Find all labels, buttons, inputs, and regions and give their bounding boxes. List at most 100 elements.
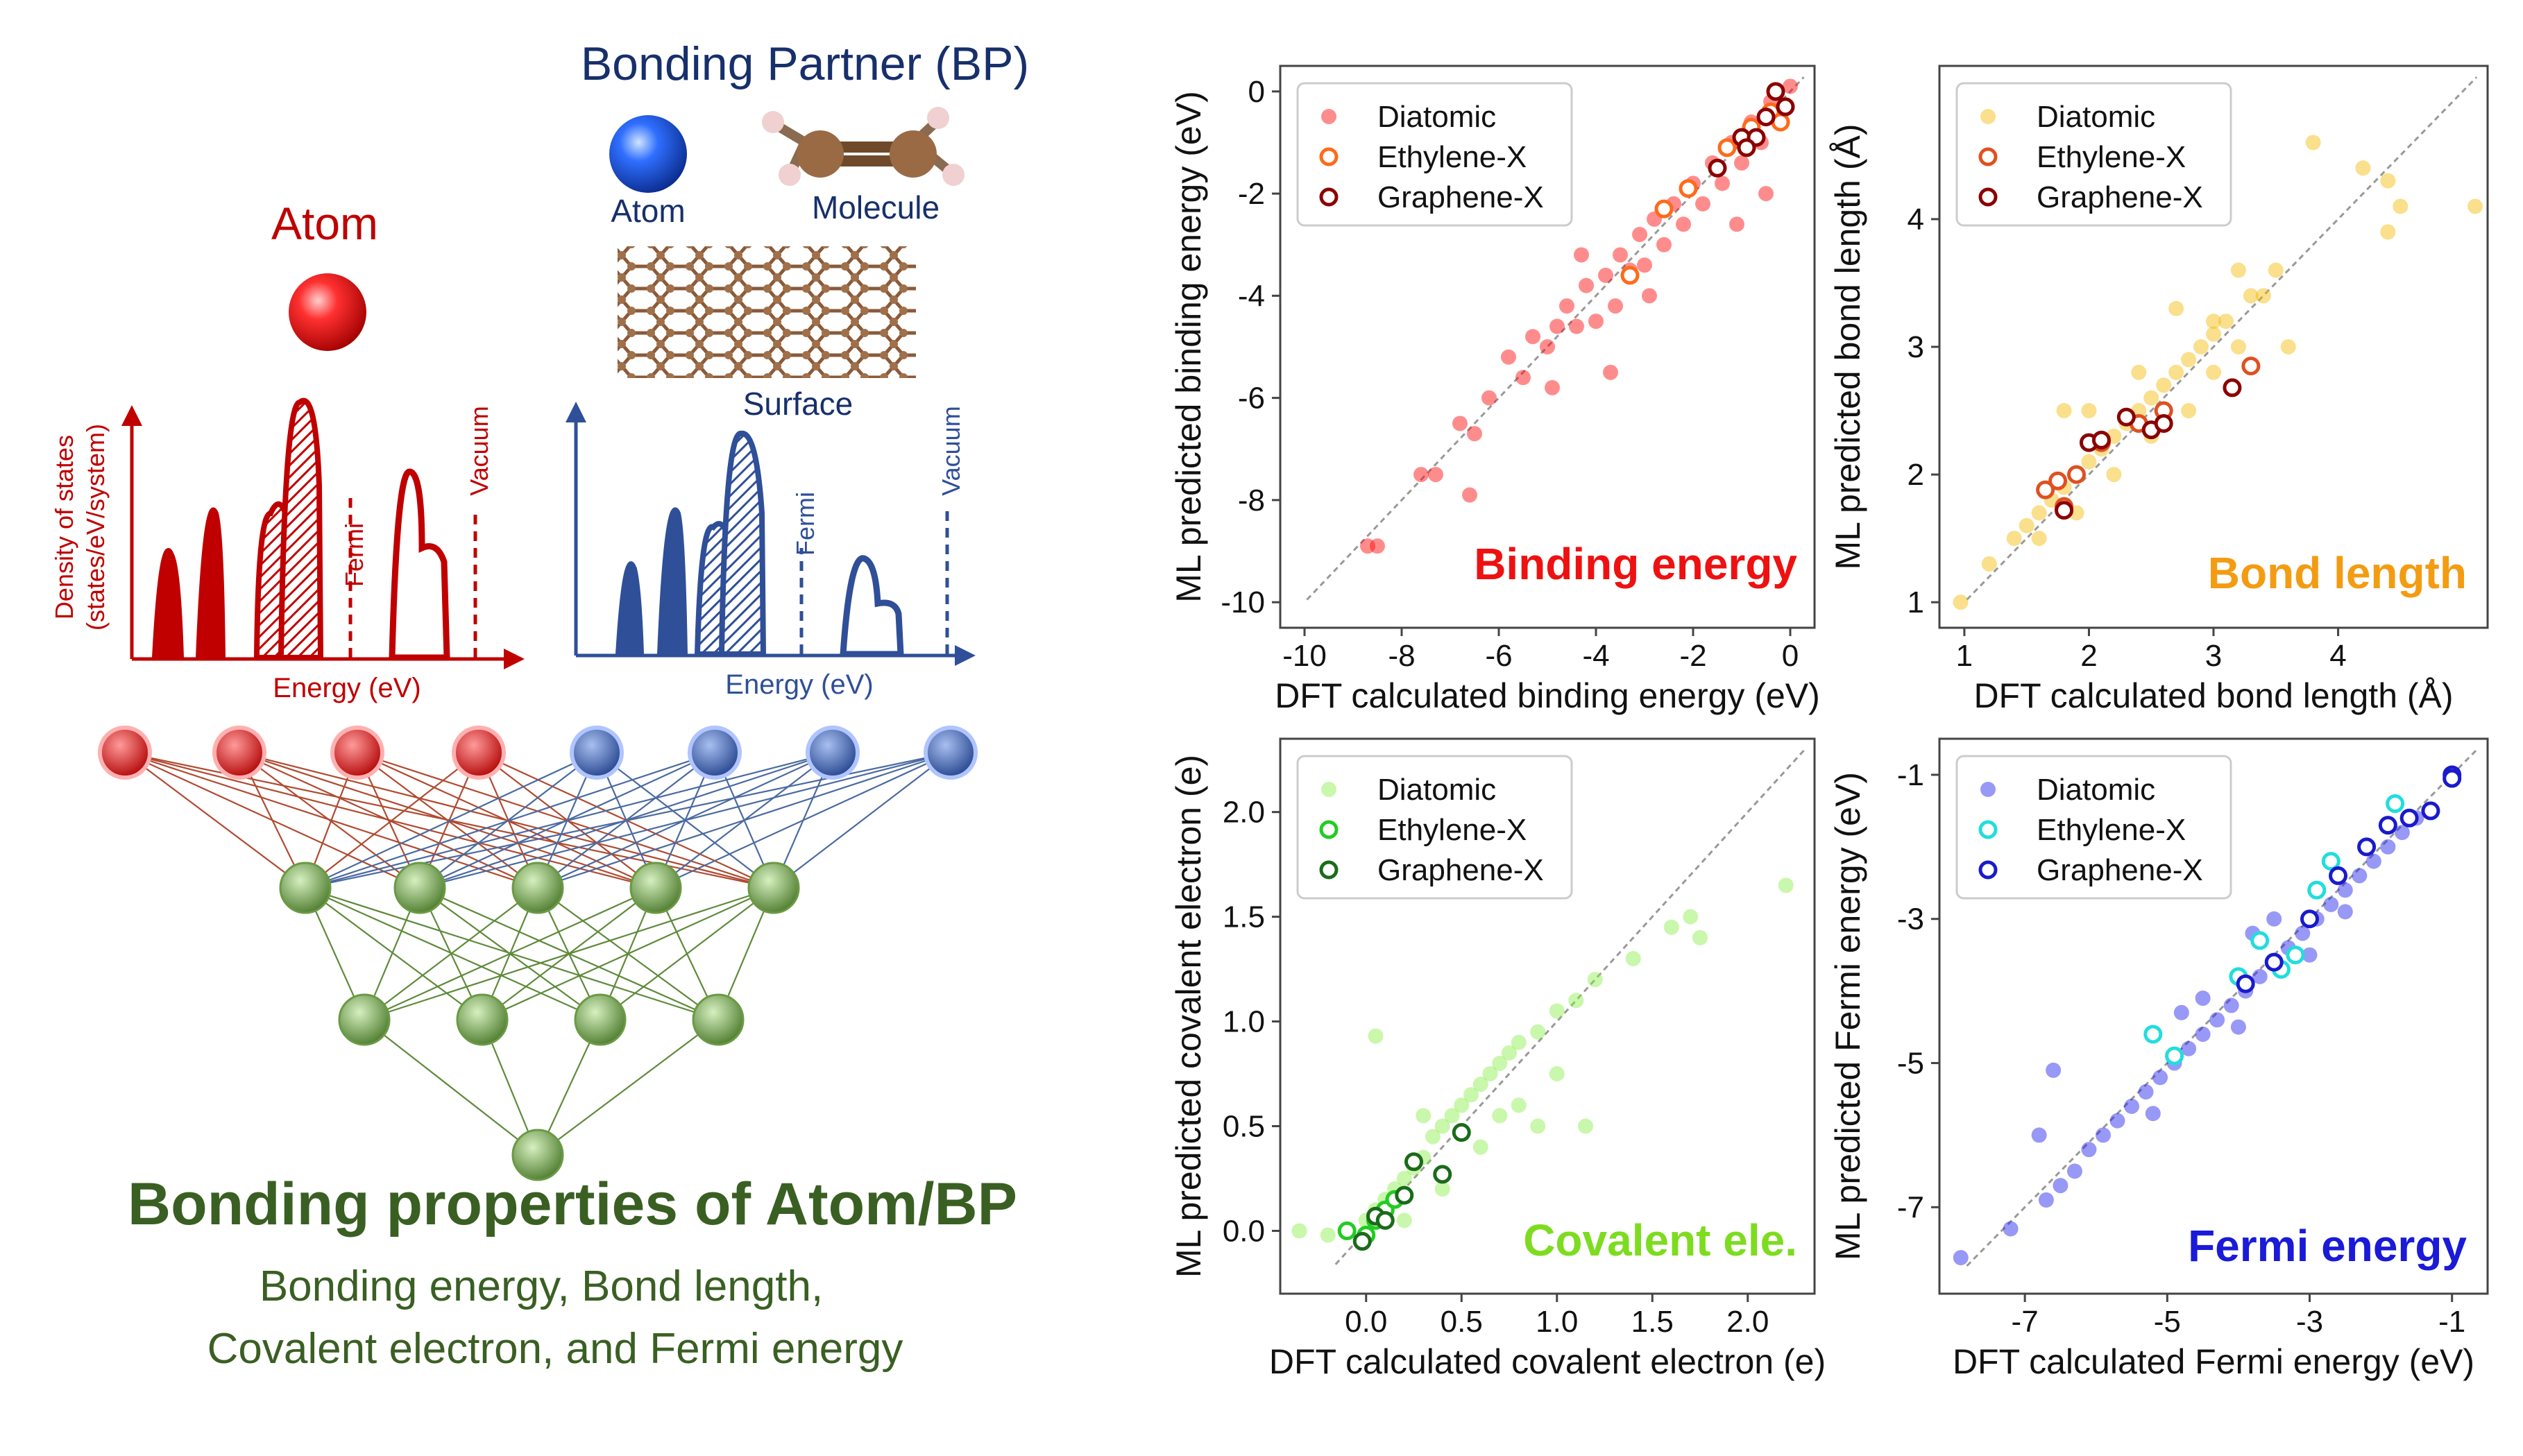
legend-marker: [1319, 147, 1339, 166]
data-point-diatomic: [1472, 1139, 1488, 1155]
chart-tag-label: Binding energy: [1474, 539, 1797, 589]
data-point-diatomic: [2280, 339, 2296, 354]
data-point-ethylenex: [2286, 945, 2305, 965]
data-point-diatomic: [2305, 135, 2321, 151]
data-point-diatomic: [2056, 403, 2072, 419]
bp-title: Bonding Partner (BP): [581, 37, 1029, 90]
nn-input-node: [330, 726, 384, 780]
data-point-diatomic: [2006, 531, 2022, 547]
data-point-diatomic: [2168, 300, 2184, 316]
data-point-diatomic: [1502, 1045, 1517, 1061]
data-point-graphenex: [2329, 866, 2348, 885]
nn-hidden-node: [747, 862, 800, 914]
legend-marker: [1321, 109, 1336, 124]
legend-marker: [1319, 820, 1339, 839]
legend-label: Diatomic: [1377, 100, 1496, 134]
vacuum-label-right: Vacuum: [937, 406, 965, 495]
main-heading: Bonding properties of Atom/BP: [128, 1171, 1017, 1237]
data-point-diatomic: [2181, 1040, 2197, 1056]
data-point-diatomic: [1578, 1118, 1593, 1134]
data-point-diatomic: [2053, 1178, 2068, 1194]
data-point-diatomic: [1545, 379, 1560, 395]
data-point-diatomic: [1482, 1066, 1498, 1082]
data-point-graphenex: [2300, 909, 2320, 929]
chart-tag-label: Fermi energy: [2188, 1221, 2467, 1271]
data-point-diatomic: [2255, 288, 2271, 304]
legend-label: Ethylene-X: [1377, 813, 1527, 847]
data-point-diatomic: [2195, 991, 2211, 1007]
y-tick-label: 0: [1248, 75, 1265, 109]
atom-sphere-icon: [289, 273, 366, 351]
data-point-diatomic: [2323, 896, 2339, 912]
data-point-diatomic: [1683, 909, 1699, 925]
data-point-diatomic: [2156, 377, 2172, 393]
y-axis-label: ML predicted covalent electron (e): [1169, 755, 1208, 1278]
atom-title: Atom: [271, 198, 378, 249]
data-point-diatomic: [2230, 262, 2246, 278]
data-point-diatomic: [2394, 825, 2410, 841]
data-point-diatomic: [2038, 1192, 2054, 1208]
parity-line: [1966, 76, 2478, 601]
x-tick-label: 0: [1782, 639, 1799, 673]
legend-label: Ethylene-X: [2037, 140, 2186, 174]
parity-line: [1966, 748, 2478, 1267]
nn-input-node: [98, 726, 152, 780]
data-point-diatomic: [1603, 364, 1618, 380]
data-point-diatomic: [2181, 403, 2197, 419]
data-point-diatomic: [2106, 467, 2122, 483]
data-point-ethylenex: [2321, 852, 2341, 871]
nn-hidden-node: [338, 993, 391, 1046]
data-point-diatomic: [1642, 288, 1657, 304]
x-tick-label: 3: [2205, 639, 2222, 673]
y-tick-label: -4: [1238, 279, 1265, 313]
data-point-diatomic: [1472, 1077, 1488, 1093]
data-point-diatomic: [1416, 1108, 1432, 1124]
data-point-diatomic: [2223, 997, 2239, 1013]
data-point-diatomic: [1953, 594, 1969, 610]
data-point-diatomic: [2003, 1221, 2019, 1237]
data-point-graphenex: [1352, 1232, 1372, 1251]
left-illustration: Bonding Partner (BP) Atom Atom Molecule …: [50, 37, 1029, 1373]
data-point-diatomic: [1613, 247, 1628, 263]
data-point-graphenex: [2116, 407, 2136, 427]
data-point-ethylenex: [2067, 465, 2086, 484]
data-point-diatomic: [1637, 257, 1652, 273]
legend-label: Diatomic: [1377, 773, 1496, 807]
nn-input-node: [212, 726, 266, 780]
neural-network-diagram: [98, 726, 978, 1181]
y-tick-label: 0.0: [1223, 1214, 1265, 1248]
data-point-diatomic: [1291, 1223, 1307, 1239]
data-point-diatomic: [2252, 968, 2268, 984]
data-point-diatomic: [1778, 877, 1794, 893]
nn-edge: [305, 751, 833, 889]
legend-marker: [1978, 187, 1998, 207]
data-point-diatomic: [1444, 1108, 1460, 1124]
x-tick-label: 0.5: [1441, 1305, 1483, 1339]
nn-input-node: [688, 726, 742, 780]
data-point-graphenex: [1708, 158, 1727, 178]
data-point-diatomic: [2181, 352, 2197, 368]
data-point-graphenex: [1375, 1210, 1395, 1230]
data-point-diatomic: [1360, 538, 1375, 554]
data-point-ethylenex: [2386, 794, 2405, 814]
data-point-diatomic: [2131, 364, 2147, 380]
data-point-diatomic: [2230, 1019, 2246, 1035]
nn-edge: [364, 887, 774, 1021]
nn-edge: [482, 887, 774, 1021]
atom-dos-plot: Fermi Vacuum Density of states (states/e…: [50, 397, 525, 703]
data-point-diatomic: [2173, 1004, 2189, 1020]
data-point-diatomic: [1579, 277, 1594, 293]
y-tick-label: -6: [1238, 382, 1265, 416]
legend-label: Graphene-X: [2037, 180, 2203, 214]
data-point-ethylenex: [2048, 471, 2068, 490]
nn-hidden-node: [692, 993, 745, 1046]
fermi-label-left: Fermi: [340, 523, 368, 587]
data-point-graphenex: [2055, 501, 2074, 520]
data-point-diatomic: [1549, 1066, 1565, 1082]
legend-marker: [1319, 860, 1339, 880]
y-axis-label: ML predicted Fermi energy (eV): [1828, 772, 1867, 1260]
